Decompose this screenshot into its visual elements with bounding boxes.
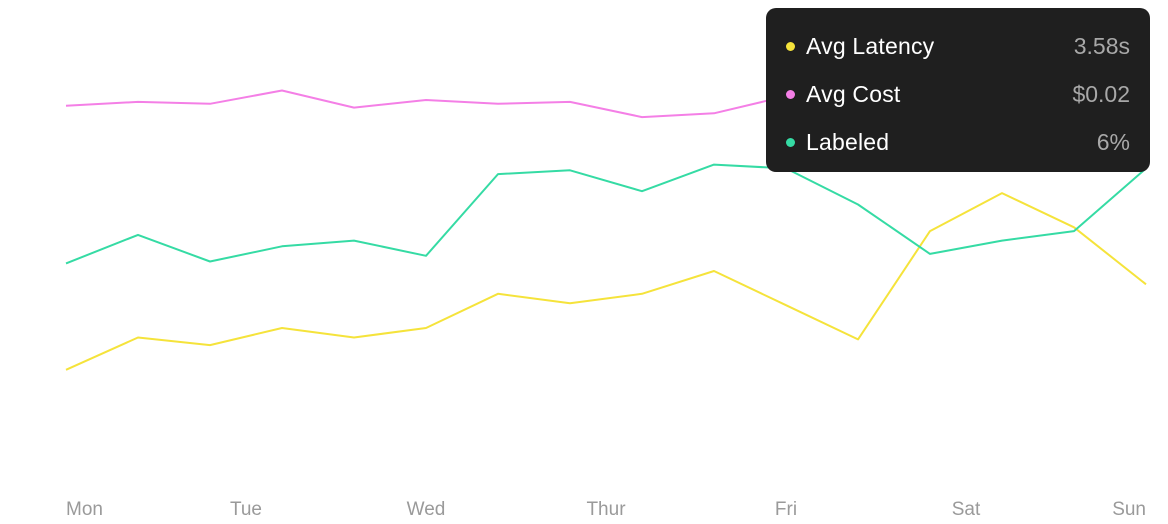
avg-latency-dot-icon <box>786 41 795 51</box>
tooltip-row-avg-cost: Avg Cost $0.02 <box>786 70 1130 118</box>
x-tick-label: Fri <box>775 499 797 520</box>
tooltip-label: Avg Cost <box>806 80 901 107</box>
tooltip-label: Avg Latency <box>806 32 935 59</box>
x-tick-label: Sat <box>952 499 981 520</box>
series-line-labeled <box>65 163 1147 265</box>
x-tick-label: Tue <box>230 499 262 520</box>
x-tick-label: Sun <box>1112 499 1146 520</box>
x-tick-label: Wed <box>407 499 446 520</box>
tooltip-value: $0.02 <box>1072 80 1130 107</box>
avg-cost-dot-icon <box>786 89 795 99</box>
tooltip-label: Labeled <box>806 128 890 155</box>
tooltip-value: 6% <box>1096 128 1130 155</box>
tooltip-panel: Avg Latency 3.58s Avg Cost $0.02 Labeled… <box>766 8 1150 172</box>
tooltip-value: 3.58s <box>1073 32 1130 59</box>
labeled-dot-icon <box>786 137 795 147</box>
tooltip-row-labeled: Labeled 6% <box>786 118 1130 166</box>
series-line-avg-latency <box>65 192 1147 371</box>
x-tick-label: Mon <box>66 499 103 520</box>
x-tick-label: Thur <box>586 499 626 520</box>
tooltip-row-avg-latency: Avg Latency 3.58s <box>786 22 1130 70</box>
